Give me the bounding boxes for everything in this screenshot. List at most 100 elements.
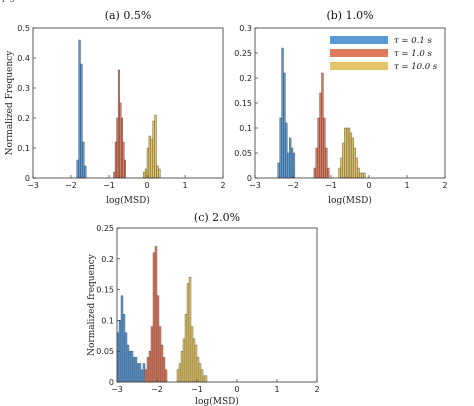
y-tick-label: 0.4: [17, 54, 30, 63]
histogram-bar: [142, 363, 146, 383]
histogram-bar: [327, 167, 330, 179]
y-tick-label: 0.2: [17, 114, 30, 123]
histogram-bar: [122, 141, 125, 179]
histogram-bar: [325, 147, 328, 179]
x-tick-label: 1: [274, 385, 279, 394]
y-tick-label: 0.05: [234, 149, 252, 158]
histogram-bar: [148, 351, 152, 383]
histogram-bar: [120, 117, 123, 179]
histogram-bar: [363, 172, 366, 179]
histogram-bar: [82, 141, 85, 179]
histogram-bar: [281, 47, 284, 179]
histogram-bar: [344, 127, 347, 179]
histogram-bar: [188, 277, 192, 383]
x-tick-label: 1: [182, 181, 187, 190]
histogram-bar: [349, 132, 353, 179]
x-axis-label: log(MSD): [195, 396, 239, 406]
x-tick-label: −2: [287, 181, 299, 190]
histogram-bar: [184, 314, 188, 383]
y-tick-label: 0.1: [239, 124, 252, 133]
histogram-bar: [120, 295, 124, 383]
histogram-bar: [128, 351, 132, 383]
x-tick-label: −2: [151, 385, 163, 394]
histogram-bar: [113, 171, 116, 179]
y-tick-label: 0.3: [239, 24, 252, 33]
histogram-bar: [285, 122, 288, 179]
x-tick-label: −3: [249, 181, 261, 190]
histogram-bar: [315, 147, 318, 179]
histogram-bar: [321, 72, 324, 179]
histogram-bar: [150, 138, 153, 179]
histogram-bar: [279, 117, 282, 179]
x-tick-label: −3: [111, 385, 123, 394]
x-tick-label: −1: [325, 181, 337, 190]
histogram-bar: [114, 141, 117, 179]
legend-swatch: [330, 62, 388, 70]
plot-frame: [116, 227, 318, 383]
x-tick-label: 0: [234, 385, 239, 394]
histogram-bar: [353, 147, 356, 179]
histogram-bar: [194, 344, 198, 383]
histogram-bar: [202, 375, 206, 383]
histogram-bar: [351, 137, 354, 179]
histogram-bar: [78, 39, 81, 179]
histogram-bar: [283, 72, 286, 179]
histogram-bar: [204, 375, 208, 383]
y-tick-label: 0.2: [101, 255, 114, 264]
panel-b: (b) 1.0% −3 −2 −1 0 1 2 0 0.05 0.1 0.15 0.2 0.25 0.3 l…: [234, 9, 447, 206]
histogram-bar: [138, 363, 142, 383]
histogram-bar: [317, 117, 320, 179]
histogram-bar: [117, 69, 120, 179]
histogram-bar: [347, 127, 351, 179]
panel-c: (c) 2.0% −3 −2 −1 0 1 2 0 0.05 0.1 0.15 0.2 0.25 log(…: [87, 211, 320, 406]
histogram-bar: [182, 338, 186, 383]
x-tick-label: 2: [314, 385, 319, 394]
histogram-bar: [158, 326, 162, 383]
histogram-bar: [146, 147, 150, 179]
histogram-bar: [80, 63, 83, 179]
legend-label: τ = 1.0 s: [394, 49, 432, 59]
histogram-bar: [292, 152, 296, 179]
histogram-bar: [150, 326, 154, 383]
histogram-bar: [323, 117, 326, 179]
plot-frame: [32, 27, 224, 179]
y-tick-label: 0.25: [96, 224, 114, 233]
y-tick-label: 0: [247, 174, 252, 183]
histogram-bar: [134, 357, 138, 383]
histogram-bar: [359, 172, 362, 179]
histogram-bar: [154, 246, 158, 383]
x-tick-label: 2: [442, 181, 447, 190]
histogram-bar: [192, 338, 196, 383]
x-tick-label: 2: [220, 181, 225, 190]
histogram-bar: [143, 171, 146, 179]
y-tick-label: 0.3: [17, 84, 30, 93]
histogram-bar: [156, 295, 160, 383]
x-tick-label: −1: [191, 385, 203, 394]
legend-swatch: [330, 49, 388, 57]
histogram-bar: [198, 363, 202, 383]
histogram-bar: [132, 357, 136, 383]
x-axis-label: log(MSD): [328, 195, 372, 206]
x-tick-label: −3: [27, 181, 39, 190]
y-tick-label: 0.5: [17, 24, 30, 33]
fragment-label: pig: [2, 0, 15, 2]
y-tick-label: 0: [109, 378, 114, 387]
histogram-bar: [154, 114, 157, 179]
histogram-bar: [313, 167, 316, 179]
y-axis-label: Normalized Frequency: [5, 50, 15, 156]
histogram-bar: [180, 351, 184, 383]
x-axis-label: log(MSD): [106, 195, 150, 206]
histogram-bar: [178, 363, 182, 383]
histogram-bar: [289, 137, 292, 179]
histogram-bar: [186, 283, 190, 383]
histogram-bar: [290, 147, 294, 179]
histogram-bar: [346, 127, 349, 179]
x-tick-label: 0: [144, 181, 149, 190]
y-axis-label: Normalized frequency: [87, 253, 97, 356]
histogram-bar: [342, 142, 345, 179]
histogram-bar: [124, 159, 126, 179]
x-tick-label: −1: [103, 181, 115, 190]
histogram-bar: [140, 369, 144, 383]
histogram-bar: [76, 159, 79, 179]
